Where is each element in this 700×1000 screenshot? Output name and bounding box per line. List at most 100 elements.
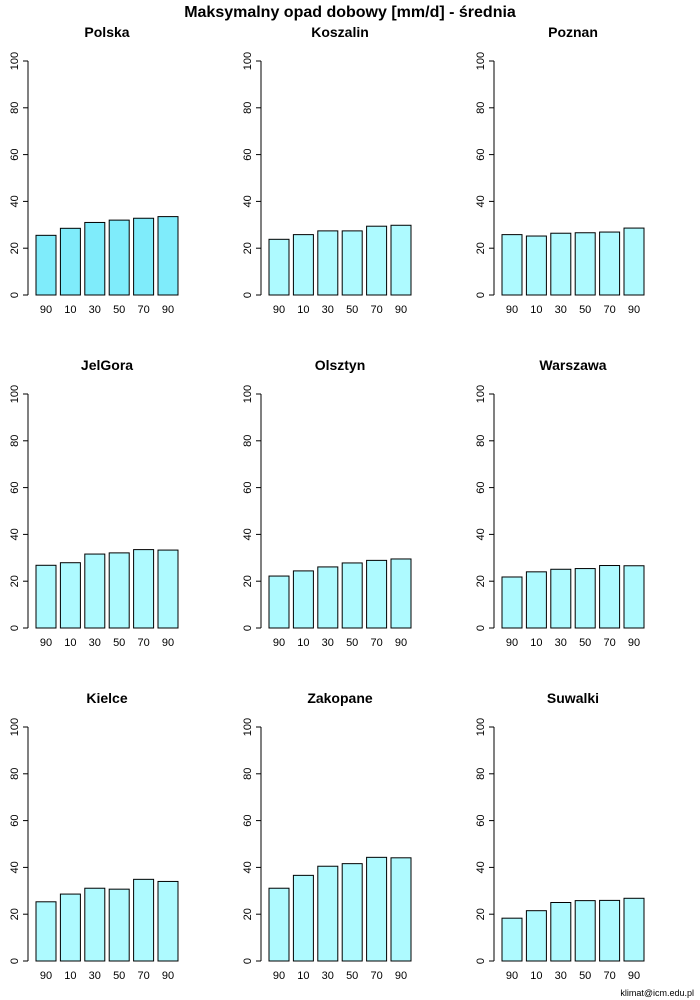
bar-polska bbox=[108, 219, 130, 296]
y-tick-label-koszalin: 40 bbox=[242, 195, 254, 207]
y-tick-label-kielce: 60 bbox=[9, 814, 21, 826]
x-tick-label-zakopane: 10 bbox=[297, 970, 309, 982]
bar-olsztyn bbox=[317, 566, 339, 629]
bar-kielce bbox=[35, 901, 57, 962]
bar-warszawa bbox=[501, 576, 523, 629]
y-tick-label-olsztyn: 60 bbox=[242, 481, 254, 493]
y-tick-label-kielce: 80 bbox=[9, 768, 21, 780]
y-tick-label-poznan: 20 bbox=[475, 242, 487, 254]
y-tick-label-poznan: 60 bbox=[475, 148, 487, 160]
y-tick-label-poznan: 0 bbox=[475, 292, 487, 298]
bar-polska bbox=[59, 227, 81, 296]
y-tick-label-warszawa: 60 bbox=[475, 481, 487, 493]
bar-suwalki bbox=[501, 917, 523, 962]
bar-zakopane bbox=[292, 874, 314, 962]
bar-poznan bbox=[525, 235, 547, 296]
x-tick-label-warszawa: 70 bbox=[603, 637, 615, 649]
bar-poznan bbox=[599, 231, 621, 296]
x-tick-label-suwalki: 10 bbox=[530, 970, 542, 982]
x-tick-label-polska: 10 bbox=[64, 304, 76, 316]
panel-title-olsztyn: Olsztyn bbox=[315, 357, 366, 373]
panel-title-warszawa: Warszawa bbox=[539, 357, 606, 373]
x-tick-label-poznan: 90 bbox=[506, 304, 518, 316]
x-tick-label-zakopane: 90 bbox=[273, 970, 285, 982]
y-tick-label-poznan: 80 bbox=[475, 102, 487, 114]
bar-poznan bbox=[623, 227, 645, 296]
bar-suwalki bbox=[550, 902, 572, 962]
y-tick-label-olsztyn: 0 bbox=[242, 625, 254, 631]
bar-zakopane bbox=[341, 863, 363, 962]
panel-title-suwalki: Suwalki bbox=[547, 690, 599, 706]
x-tick-label-jelgora: 30 bbox=[89, 637, 101, 649]
y-tick-label-suwalki: 80 bbox=[475, 768, 487, 780]
y-tick-label-koszalin: 80 bbox=[242, 102, 254, 114]
y-tick-label-zakopane: 40 bbox=[242, 861, 254, 873]
bar-suwalki bbox=[599, 899, 621, 962]
x-tick-label-koszalin: 30 bbox=[322, 304, 334, 316]
y-tick-label-olsztyn: 40 bbox=[242, 528, 254, 540]
x-tick-label-olsztyn: 50 bbox=[346, 637, 358, 649]
y-tick-label-jelgora: 20 bbox=[9, 575, 21, 587]
y-tick-label-olsztyn: 20 bbox=[242, 575, 254, 587]
chart-main-title: Maksymalny opad dobowy [mm/d] - średnia bbox=[184, 4, 516, 21]
x-tick-label-olsztyn: 90 bbox=[273, 637, 285, 649]
x-tick-label-kielce: 50 bbox=[113, 970, 125, 982]
bar-jelgora bbox=[133, 549, 155, 629]
x-tick-label-kielce: 90 bbox=[40, 970, 52, 982]
x-tick-label-koszalin: 10 bbox=[297, 304, 309, 316]
x-tick-label-suwalki: 90 bbox=[628, 970, 640, 982]
x-tick-label-suwalki: 30 bbox=[555, 970, 567, 982]
x-tick-label-zakopane: 70 bbox=[370, 970, 382, 982]
x-tick-label-zakopane: 30 bbox=[322, 970, 334, 982]
panel-title-polska: Polska bbox=[84, 24, 129, 40]
x-tick-label-warszawa: 90 bbox=[506, 637, 518, 649]
panel-title-jelgora: JelGora bbox=[81, 357, 133, 373]
x-tick-label-poznan: 50 bbox=[579, 304, 591, 316]
y-tick-label-jelgora: 0 bbox=[9, 625, 21, 631]
x-tick-label-polska: 30 bbox=[89, 304, 101, 316]
bar-kielce bbox=[157, 880, 179, 962]
x-tick-label-polska: 90 bbox=[162, 304, 174, 316]
y-tick-label-kielce: 40 bbox=[9, 861, 21, 873]
bar-poznan bbox=[501, 234, 523, 296]
bar-olsztyn bbox=[366, 559, 388, 629]
x-tick-label-poznan: 30 bbox=[555, 304, 567, 316]
bar-poznan bbox=[550, 232, 572, 296]
x-tick-label-zakopane: 90 bbox=[395, 970, 407, 982]
x-tick-label-warszawa: 90 bbox=[628, 637, 640, 649]
x-tick-label-jelgora: 70 bbox=[137, 637, 149, 649]
bar-olsztyn bbox=[292, 570, 314, 629]
y-tick-label-kielce: 0 bbox=[9, 958, 21, 964]
x-tick-label-koszalin: 70 bbox=[370, 304, 382, 316]
x-tick-label-warszawa: 10 bbox=[530, 637, 542, 649]
bar-olsztyn bbox=[268, 575, 290, 629]
y-tick-label-zakopane: 0 bbox=[242, 958, 254, 964]
y-tick-label-poznan: 40 bbox=[475, 195, 487, 207]
y-tick-label-kielce: 20 bbox=[9, 908, 21, 920]
x-tick-label-kielce: 30 bbox=[89, 970, 101, 982]
x-tick-label-zakopane: 50 bbox=[346, 970, 358, 982]
x-tick-label-suwalki: 90 bbox=[506, 970, 518, 982]
x-tick-label-jelgora: 10 bbox=[64, 637, 76, 649]
bar-koszalin bbox=[268, 238, 290, 296]
y-tick-label-kielce: 100 bbox=[9, 718, 21, 736]
bar-poznan bbox=[574, 232, 596, 296]
y-tick-label-warszawa: 0 bbox=[475, 625, 487, 631]
y-tick-label-jelgora: 80 bbox=[9, 435, 21, 447]
y-tick-label-koszalin: 60 bbox=[242, 148, 254, 160]
bar-kielce bbox=[108, 888, 130, 962]
bar-warszawa bbox=[525, 571, 547, 629]
bar-polska bbox=[84, 221, 106, 296]
bar-jelgora bbox=[108, 552, 130, 629]
y-tick-label-zakopane: 20 bbox=[242, 908, 254, 920]
bar-zakopane bbox=[390, 857, 412, 962]
y-tick-label-jelgora: 100 bbox=[9, 385, 21, 403]
y-tick-label-zakopane: 100 bbox=[242, 718, 254, 736]
y-tick-label-koszalin: 100 bbox=[242, 52, 254, 70]
y-tick-label-polska: 0 bbox=[9, 292, 21, 298]
bar-olsztyn bbox=[341, 562, 363, 629]
x-tick-label-warszawa: 50 bbox=[579, 637, 591, 649]
bar-suwalki bbox=[574, 900, 596, 962]
x-tick-label-poznan: 90 bbox=[628, 304, 640, 316]
